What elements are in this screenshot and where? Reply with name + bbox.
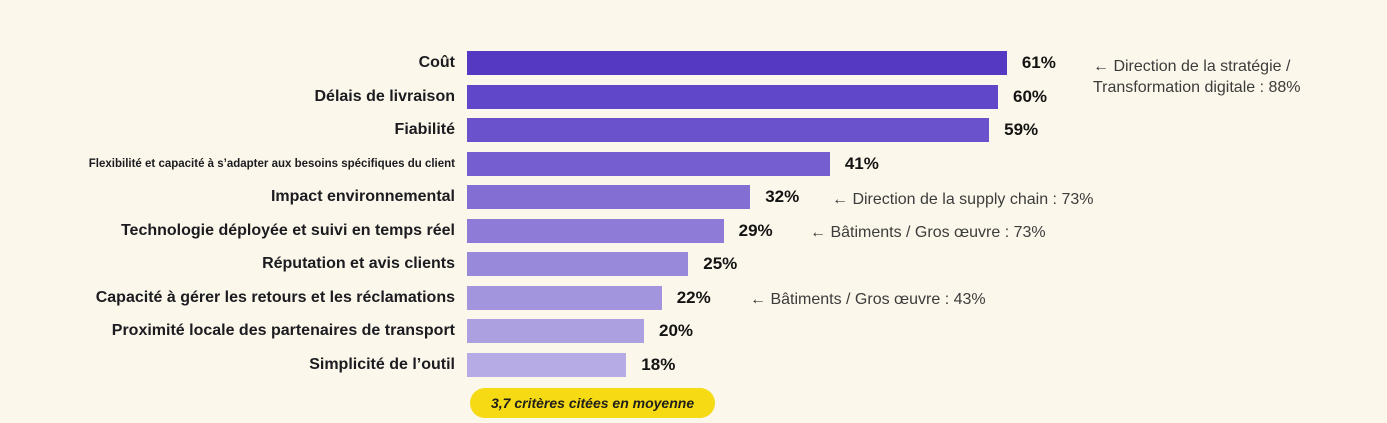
bar-row: Technologie déployée et suivi en temps r… (0, 218, 1056, 243)
category-label: Proximité locale des partenaires de tran… (111, 322, 455, 339)
category-label: Flexibilité et capacité à s’adapter aux … (88, 157, 455, 170)
bar-row: Simplicité de l’outil 18% (0, 352, 1056, 377)
bar-row: Impact environnemental 32% (0, 185, 1056, 209)
value-label: 29% (738, 220, 773, 240)
bar-row: Coût 61% (0, 51, 1056, 75)
value-label: 41% (844, 153, 879, 173)
category-label: Réputation et avis clients (262, 255, 455, 272)
bar (467, 51, 1007, 75)
bar-row: Flexibilité et capacité à s’adapter aux … (0, 151, 1056, 176)
category-label: Coût (418, 54, 455, 71)
bar-chart: Coût 61% Délais de livraison 60% Fiabili… (0, 51, 1056, 377)
category-label: Fiabilité (394, 121, 455, 138)
value-label: 18% (641, 354, 676, 374)
value-label: 25% (703, 254, 738, 273)
annotation-batiments-43: ← Bâtiments / Gros œuvre : 43% (750, 291, 986, 308)
bar (467, 118, 990, 142)
category-label: Impact environnemental (270, 188, 455, 205)
bar (467, 151, 830, 176)
bar-row: Réputation et avis clients 25% (0, 252, 1056, 276)
bar-row: Capacité à gérer les retours et les récl… (0, 285, 1056, 310)
average-criteria-badge: 3,7 critères citées en moyenne (470, 388, 716, 418)
annotation-supply-chain: ← Direction de la supply chain : 73% (832, 191, 1094, 208)
bar (467, 84, 998, 109)
value-label: 22% (676, 287, 711, 307)
category-label: Capacité à gérer les retours et les récl… (95, 288, 455, 306)
annotation-strategie-digitale: ← Direction de la stratégie / Transforma… (1093, 58, 1301, 96)
bar (467, 252, 689, 276)
category-label: Technologie déployée et suivi en temps r… (120, 221, 455, 239)
bar-row: Proximité locale des partenaires de tran… (0, 319, 1056, 343)
bar (467, 319, 644, 343)
category-label: Simplicité de l’outil (309, 355, 455, 373)
value-label: 60% (1013, 86, 1048, 106)
value-label: 32% (765, 187, 800, 206)
bar-row: Fiabilité 59% (0, 118, 1056, 142)
value-label: 20% (659, 321, 694, 340)
bar-row: Délais de livraison 60% (0, 84, 1056, 109)
average-criteria-text: 3,7 critères citées en moyenne (491, 395, 695, 411)
bar (467, 352, 627, 377)
category-label: Délais de livraison (314, 87, 455, 105)
bar (467, 185, 751, 209)
bar (467, 218, 724, 243)
bar (467, 285, 662, 310)
value-label: 59% (1004, 120, 1039, 139)
value-label: 61% (1021, 53, 1056, 72)
annotation-batiments-73: ← Bâtiments / Gros œuvre : 73% (810, 224, 1046, 241)
